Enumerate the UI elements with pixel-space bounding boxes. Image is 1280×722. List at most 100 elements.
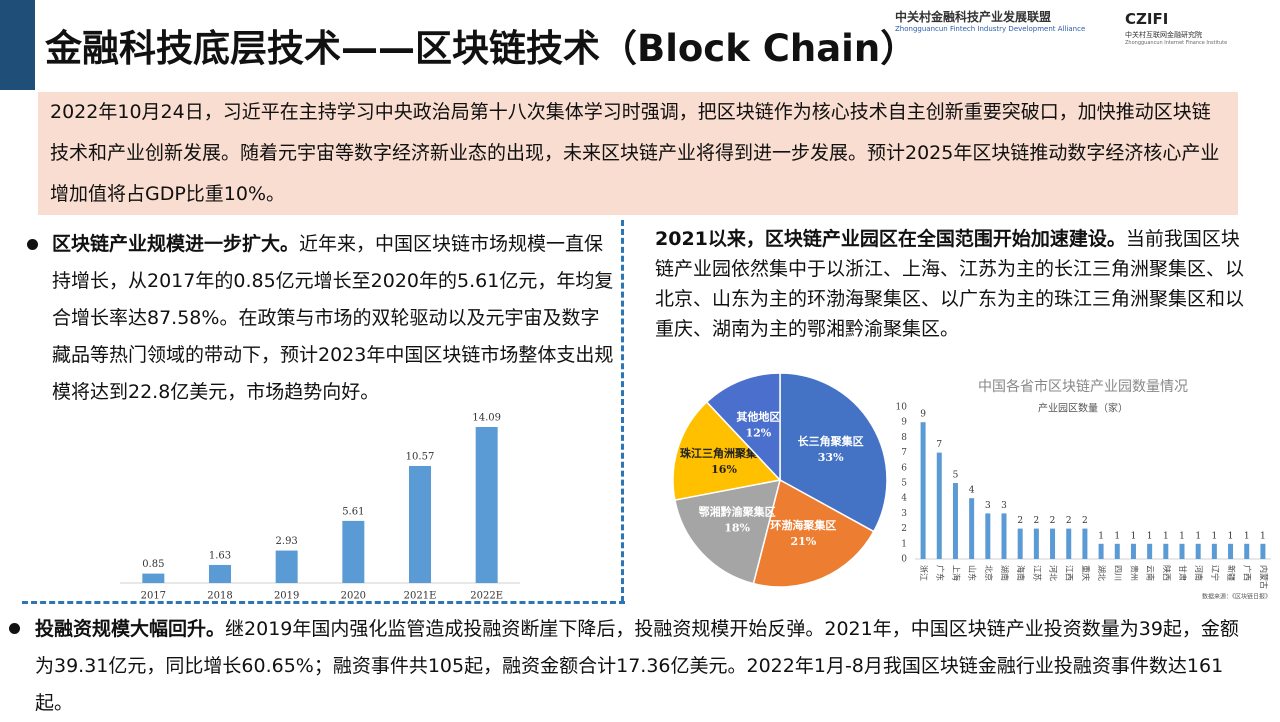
slice-value: 16% — [711, 463, 737, 476]
bar — [1017, 528, 1023, 559]
data-label: 2.93 — [276, 536, 298, 547]
data-label: 1 — [1147, 531, 1153, 541]
bullet — [27, 239, 38, 250]
logo-institute: CZIFI 中关村互联网金融研究院 Zhongguancun Internet … — [1125, 8, 1275, 47]
pie-slice — [674, 479, 782, 585]
bar — [1163, 543, 1169, 559]
logo-alliance: 中关村金融科技产业发展联盟 Zhongguancun Fintech Indus… — [895, 8, 1115, 33]
y-tick-label: 6 — [901, 463, 907, 473]
x-tick-label: 湖南 — [1000, 565, 1010, 581]
data-label: 1 — [1195, 531, 1201, 541]
bar — [1050, 528, 1056, 559]
y-tick-label: 8 — [901, 433, 907, 443]
data-label: 10.57 — [406, 451, 435, 462]
bar — [275, 550, 298, 583]
logo-text: Zhongguancun Internet Finance Institute — [1125, 40, 1228, 46]
x-tick-label: 甘肃 — [1178, 565, 1188, 581]
lead: 2021以来，区块链产业园区在全国范围开始加速建设。 — [655, 228, 1126, 250]
data-label: 1 — [1228, 531, 1234, 541]
y-tick-label: 1 — [901, 539, 907, 549]
body: 继2019年国内强化监管造成投融资断崖下降后，投融资规模开始反弹。2021年，中… — [35, 618, 1239, 714]
bar — [1098, 543, 1104, 559]
data-label: 5.61 — [342, 506, 364, 517]
bar — [1179, 543, 1185, 559]
data-label: 14.09 — [472, 413, 501, 424]
x-tick-label: 2018 — [207, 591, 232, 602]
x-tick-label: 广西 — [1243, 565, 1253, 581]
x-tick-label: 2021E — [404, 591, 437, 602]
slice-value: 21% — [790, 535, 816, 548]
x-tick-label: 四川 — [1113, 565, 1122, 581]
data-label: 1 — [1114, 531, 1120, 541]
bullet — [9, 623, 20, 634]
source-note: 数据来源：《区块链日报》 — [1202, 593, 1271, 601]
data-label: 2 — [1033, 516, 1039, 526]
bar — [1033, 528, 1039, 559]
y-tick-label: 10 — [896, 403, 908, 413]
bar — [936, 452, 942, 559]
bar — [952, 483, 958, 559]
bar — [1260, 543, 1266, 559]
logo-text: 中关村金融科技产业发展联盟 — [895, 10, 1052, 24]
bar — [342, 520, 365, 583]
data-label: 2 — [1066, 516, 1072, 526]
bar — [209, 564, 231, 583]
x-tick-label: 上海 — [951, 565, 961, 581]
x-tick-label: 2017 — [141, 591, 166, 602]
slice-value: 18% — [724, 521, 750, 534]
market-chart: 0.85 2017 1.63 2018 2.93 2019 5.61 2020 10.57 202… — [120, 413, 520, 602]
logo-text: Zhongguancun Fintech Industry Developmen… — [895, 25, 1086, 33]
x-tick-label: 河北 — [1049, 565, 1059, 581]
pie-slice — [705, 372, 781, 482]
data-label: 1 — [1163, 531, 1169, 541]
bar — [1130, 543, 1136, 559]
data-label: 3 — [985, 501, 991, 511]
bar — [475, 427, 498, 583]
x-tick-label: 浙江 — [919, 565, 929, 581]
x-tick-label: 广东 — [935, 565, 945, 581]
pie-chart: 长三角聚集区 33% 环渤海聚集区 21% 鄂湘黔渝聚集区 18% 珠江三角洲聚集区 16% 其… — [672, 372, 888, 588]
y-tick-label: 0 — [901, 555, 907, 565]
y-tick-label: 2 — [901, 524, 907, 534]
bar — [1001, 513, 1007, 559]
x-tick-label: 陕西 — [1162, 565, 1172, 581]
slice-value: 12% — [745, 426, 771, 439]
chart-title: 中国各省市区块链产业园数量情况 — [978, 378, 1188, 395]
x-tick-label: 贵州 — [1129, 565, 1139, 581]
body: 近年来，中国区块链市场规模一直保持增长，从2017年的0.85亿元增长至2020… — [52, 233, 614, 403]
data-label: 1 — [1260, 531, 1266, 541]
data-label: 2 — [1082, 516, 1088, 526]
pie-slice — [752, 478, 875, 588]
slice-name: 环渤海聚集区 — [770, 518, 836, 532]
intro-box: 2022年10月24日，习近平在主持学习中央政治局第十八次集体学习时强调，把区块… — [38, 92, 1238, 215]
data-label: 0.85 — [142, 559, 164, 570]
data-label: 1 — [1244, 531, 1250, 541]
x-tick-label: 山东 — [968, 565, 978, 581]
intro-text: 2022年10月24日，习近平在主持学习中央政治局第十八次集体学习时强调，把区块… — [50, 101, 1220, 205]
data-label: 1 — [1131, 531, 1137, 541]
x-tick-label: 海南 — [1016, 565, 1026, 581]
y-tick-label: 3 — [901, 509, 907, 519]
divider — [621, 220, 624, 602]
x-tick-label: 重庆 — [1081, 565, 1091, 581]
slice-name: 其他地区 — [736, 409, 780, 423]
data-label: 1.63 — [209, 550, 231, 561]
data-label: 5 — [953, 471, 959, 481]
data-label: 2 — [1050, 516, 1056, 526]
bar — [1211, 543, 1217, 559]
data-label: 7 — [936, 440, 942, 450]
pie-slice — [779, 372, 888, 533]
slide-title: 金融科技底层技术——区块链技术（Block Chain） — [45, 27, 918, 70]
bar — [969, 498, 975, 559]
logo-mark: CZIFI — [1125, 9, 1169, 28]
y-tick-label: 9 — [901, 418, 907, 428]
bar — [1228, 543, 1234, 559]
bar — [1114, 543, 1120, 559]
logo-text: 中关村互联网金融研究院 — [1125, 31, 1202, 39]
x-tick-label: 江西 — [1065, 565, 1074, 581]
y-tick-label: 4 — [901, 494, 907, 504]
bar — [1244, 543, 1250, 559]
axis-title: 产业园区数量（家） — [1038, 402, 1128, 415]
x-tick-label: 辽宁 — [1210, 565, 1220, 581]
